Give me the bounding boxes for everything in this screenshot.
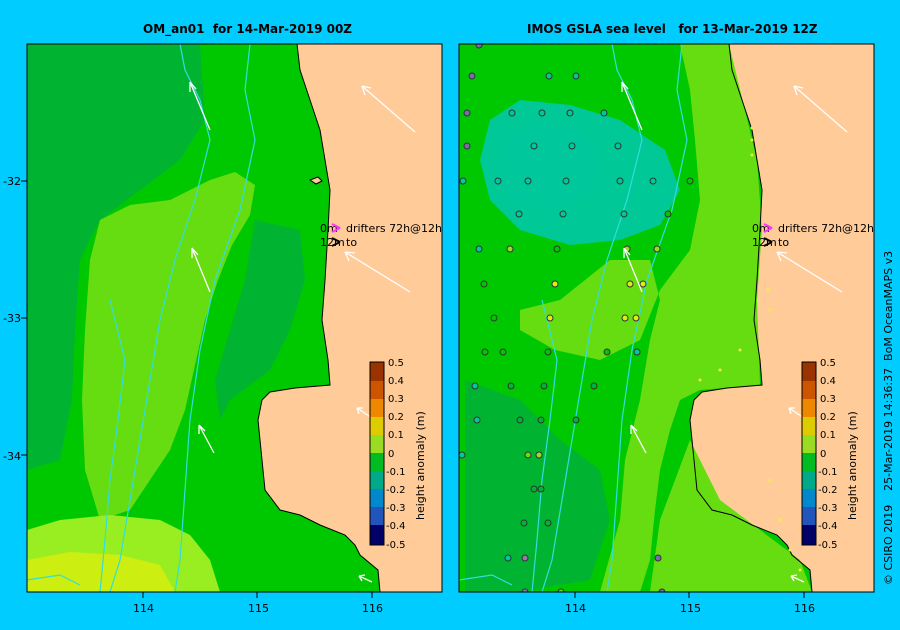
svg-text:0.1: 0.1 [820,430,836,441]
svg-text:0.3: 0.3 [388,394,404,405]
left-colorbar [369,361,385,546]
svg-text:-0.3: -0.3 [386,503,406,514]
right-colorbar [801,361,817,546]
svg-text:0.5: 0.5 [820,358,836,369]
x-tick-114: 114 [133,602,154,615]
svg-text:0.2: 0.2 [820,412,836,423]
svg-text:-0.5: -0.5 [818,540,838,551]
svg-text:-0.4: -0.4 [386,521,406,532]
svg-text:-0.1: -0.1 [818,467,838,478]
x-tick-115: 115 [680,602,701,615]
credit-text: © CSIRO 2019 25-Mar-2019 14:36:37 BoM Oc… [882,250,895,585]
yellow-region [27,552,175,592]
svg-text:-0.1: -0.1 [386,467,406,478]
svg-text:12m: 12m [320,236,345,249]
x-tick-115: 115 [248,602,269,615]
svg-text:to: to [346,236,357,249]
left-drifter-legend: 0m drifters 72h@12h 12m to [320,222,442,249]
observation-markers [459,44,694,592]
svg-text:0: 0 [388,449,394,460]
svg-text:-0.2: -0.2 [818,485,838,496]
isobath-contours [27,44,256,592]
svg-text:-0.2: -0.2 [386,485,406,496]
coastal-markers [698,126,802,572]
left-panel-title: OM_an01 for 14-Mar-2019 00Z [143,22,352,36]
svg-text:0m: 0m [320,222,338,235]
island [308,176,323,185]
x-tick-114: 114 [565,602,586,615]
coastline [257,44,381,592]
svg-text:12m: 12m [752,236,777,249]
y-tick--33: -33 [3,312,21,325]
y-tick--32: -32 [3,175,21,188]
dark-green-region [27,44,205,470]
svg-text:0.1: 0.1 [388,430,404,441]
axis-ticks [21,180,805,598]
right-colorbar-ticks: 0.5 0.4 0.3 0.2 0.1 0 -0.1 -0.2 -0.3 -0.… [818,358,838,551]
left-colorbar-ticks: 0.5 0.4 0.3 0.2 0.1 0 -0.1 -0.2 -0.3 -0.… [386,358,406,551]
svg-text:drifters 72h@12h: drifters 72h@12h [778,222,874,235]
svg-text:0.5: 0.5 [388,358,404,369]
left-map [27,44,442,592]
svg-text:-0.3: -0.3 [818,503,838,514]
svg-text:to: to [778,236,789,249]
right-map [459,44,874,592]
right-colorbar-label: height anomaly (m) [846,411,859,520]
svg-text:0m: 0m [752,222,770,235]
svg-text:0.4: 0.4 [388,376,404,387]
right-frame [458,43,875,593]
svg-text:drifters 72h@12h: drifters 72h@12h [346,222,442,235]
x-tick-116: 116 [794,602,815,615]
svg-text:0.2: 0.2 [388,412,404,423]
svg-text:0.4: 0.4 [820,376,836,387]
light-green-region [82,172,255,520]
svg-text:0.3: 0.3 [820,394,836,405]
svg-text:-0.5: -0.5 [386,540,406,551]
y-tick--34: -34 [3,450,21,463]
svg-text:-0.4: -0.4 [818,521,838,532]
right-drifter-legend: 0m drifters 72h@12h 12m to [752,222,874,249]
x-tick-116: 116 [362,602,383,615]
left-colorbar-label: height anomaly (m) [414,411,427,520]
svg-text:0: 0 [820,449,826,460]
right-panel-title: IMOS GSLA sea level for 13-Mar-2019 12Z [527,22,818,36]
